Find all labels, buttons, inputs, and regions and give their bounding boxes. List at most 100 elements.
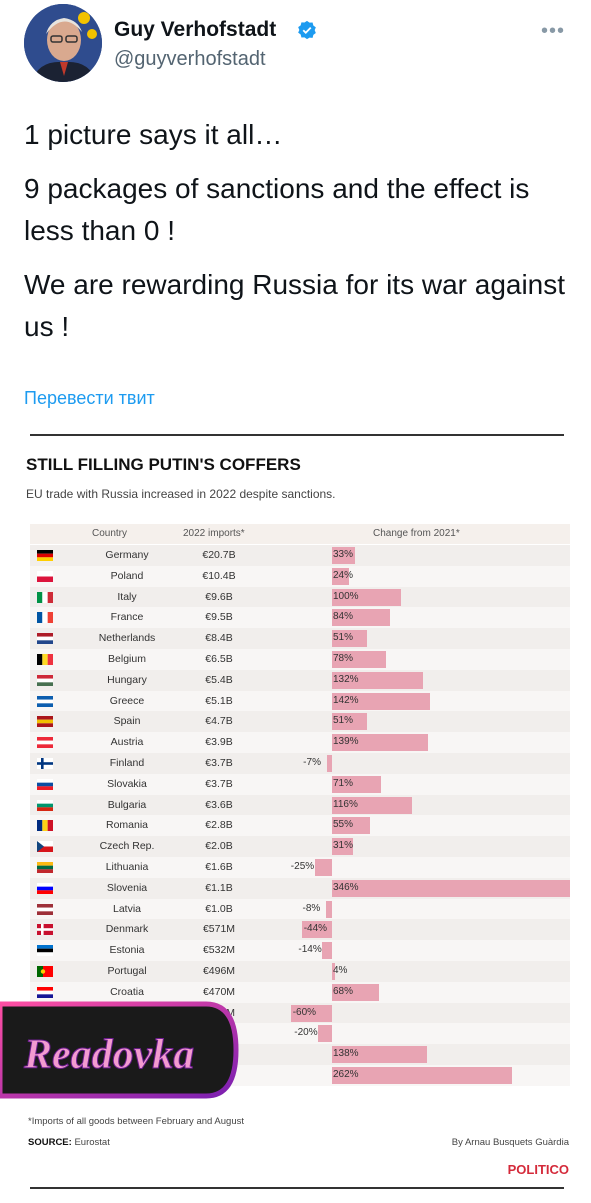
country-flag-icon [37, 799, 53, 811]
chart-footnote: *Imports of all goods between February a… [28, 1116, 244, 1127]
column-header-change: Change from 2021* [373, 528, 460, 539]
more-icon[interactable]: ••• [540, 20, 565, 42]
translate-tweet-link[interactable]: Перевести твит [24, 388, 155, 408]
bar [332, 775, 381, 793]
country-name: Netherlands [98, 632, 156, 645]
imports-value: €3.6B [205, 798, 233, 811]
country-flag-icon [37, 654, 53, 665]
bar-area: 142% [265, 691, 570, 712]
bar [301, 921, 332, 939]
table-row: Poland €10.4B 24% [30, 565, 570, 587]
country-name: Hungary [107, 673, 147, 686]
bar-label: 51% [333, 632, 354, 644]
imports-value: €3.9B [205, 736, 233, 749]
chart-byline: By Arnau Busquets Guàrdia [451, 1137, 569, 1148]
bar-area: 51% [265, 628, 570, 649]
avatar[interactable] [24, 4, 102, 82]
bar [332, 983, 379, 1001]
country-name: Spain [113, 715, 141, 728]
imports-value: €5.4B [205, 673, 233, 686]
table-row: Spain €4.7B 51% [30, 711, 570, 733]
table-row: Italy €9.6B 100% [30, 586, 570, 608]
country-flag-icon [37, 986, 53, 998]
bar-label: 51% [333, 715, 354, 727]
country-flag-icon [37, 841, 53, 853]
bar-area: 31% [265, 836, 570, 857]
table-row: Czech Rep. €2.0B 31% [30, 836, 570, 857]
bar-label: 132% [333, 673, 359, 685]
column-header-country: Country [92, 528, 128, 539]
table-row: Croatia €470M 68% [30, 981, 570, 1003]
table-row: Portugal €496M 4% [30, 961, 570, 982]
bar-area: -25% [265, 857, 570, 878]
author-name[interactable]: Guy Verhofstadt [114, 18, 277, 41]
country-flag-icon [37, 695, 53, 707]
table-row: Lithuania €1.6B -25% [30, 857, 570, 878]
bar-label: 116% [333, 798, 358, 810]
bar [332, 713, 368, 731]
bar [332, 1046, 427, 1064]
country-name: Italy [117, 590, 137, 603]
readovka-watermark: Readovka [0, 1000, 240, 1100]
bar [290, 1004, 332, 1022]
table-row: Slovakia €3.7B 71% [30, 773, 570, 795]
country-name: Austria [110, 736, 144, 749]
country-flag-icon [37, 758, 53, 769]
author-handle[interactable]: @guyverhofstadt [114, 48, 266, 70]
bar-label: -20% [294, 1027, 318, 1039]
bar-area: 71% [265, 774, 570, 795]
watermark-text: Readovka [23, 1032, 194, 1078]
bar-area: -44% [265, 919, 570, 940]
bar-area: 24% [265, 566, 570, 587]
table-header: Country 2022 imports* Change from 2021* [30, 524, 570, 544]
country-name: Slovenia [106, 881, 148, 894]
country-name: Poland [110, 569, 144, 582]
imports-value: €20.7B [202, 549, 236, 561]
bar-label: -44% [303, 923, 328, 935]
country-flag-icon [37, 778, 53, 790]
country-flag-icon [37, 674, 53, 686]
source-value: Eurostat [74, 1137, 110, 1148]
bar-area: 138% [265, 1044, 570, 1065]
country-flag-icon [37, 945, 53, 957]
bar [327, 755, 332, 772]
bar-area: -14% [265, 940, 570, 961]
country-flag-icon [37, 820, 53, 832]
country-flag-icon [37, 966, 53, 977]
imports-value: €10.4B [202, 569, 236, 582]
bar-label: -60% [292, 1006, 317, 1018]
bar [332, 588, 401, 606]
bar-label: 262% [333, 1069, 359, 1080]
table-row: Bulgaria €3.6B 116% [30, 794, 570, 816]
country-name: Slovakia [107, 777, 147, 790]
bar-label: -7% [303, 757, 321, 768]
bar-label: -14% [298, 944, 322, 956]
country-flag-icon [37, 570, 53, 582]
country-name: Romania [105, 819, 149, 832]
bar-area: 4% [265, 961, 570, 982]
imports-value: €9.5B [205, 611, 233, 624]
country-flag-icon [37, 882, 53, 894]
bar-label: 139% [333, 736, 359, 748]
country-name: Croatia [110, 985, 144, 998]
country-name: Latvia [112, 902, 142, 915]
bar-area: 116% [265, 795, 570, 816]
imports-value: €3.7B [205, 777, 233, 790]
country-name: Finland [109, 757, 145, 769]
bar-area: 33% [265, 545, 570, 566]
bar-label: 346% [333, 881, 359, 893]
bar-label: 24% [333, 569, 354, 581]
imports-value: €9.6B [205, 590, 233, 603]
table-row: Latvia €1.0B -8% [30, 898, 570, 920]
bar [332, 651, 386, 668]
bar-area: 68% [265, 982, 570, 1003]
bar [332, 796, 412, 814]
chart-subtitle: EU trade with Russia increased in 2022 d… [26, 487, 336, 501]
bar-area: 78% [265, 649, 570, 670]
imports-value: €1.1B [205, 881, 233, 894]
bar-label: 78% [333, 653, 354, 664]
bar [332, 817, 370, 835]
country-name: Germany [105, 549, 149, 561]
bar-area: 139% [265, 732, 570, 753]
source-label: SOURCE: [28, 1137, 72, 1148]
